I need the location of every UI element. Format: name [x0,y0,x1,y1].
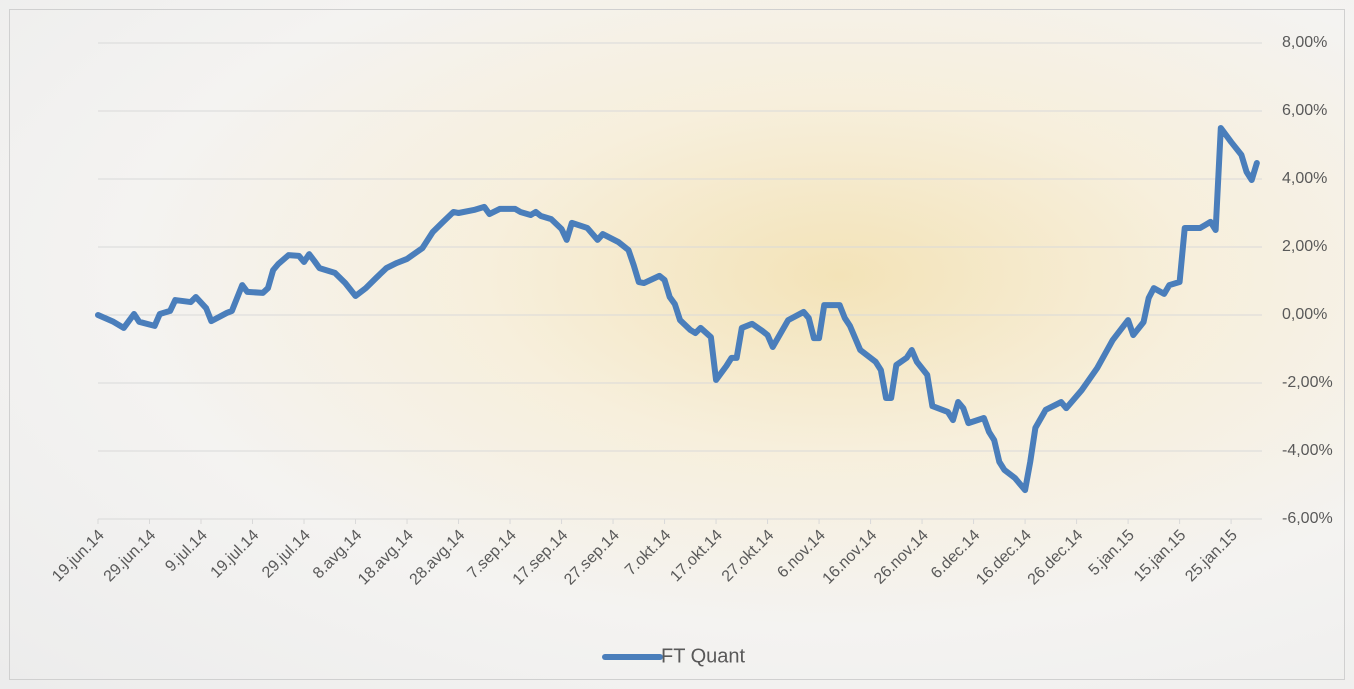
x-tick-label: 16.dec.14 [973,527,1035,589]
x-tick-label: 29.jul.14 [259,527,314,582]
y-tick-label: 0,00% [1282,306,1327,323]
y-tick-label: -2,00% [1282,374,1333,391]
legend-label: FT Quant [661,645,746,667]
x-tick-label: 18.avg.14 [355,527,417,589]
x-tick-label: 27.sep.14 [561,527,623,589]
x-tick-label: 16.nov.14 [820,527,881,588]
x-tick-label: 7.okt.14 [622,527,674,579]
y-tick-label: 4,00% [1282,170,1327,187]
x-tick-label: 5.jan.15 [1086,527,1138,579]
x-tick-label: 28.avg.14 [407,527,469,589]
y-tick-label: 2,00% [1282,238,1327,255]
x-tick-label: 26.dec.14 [1025,527,1087,589]
x-tick-label: 17.sep.14 [510,527,572,589]
x-tick-label: 25.jan.15 [1182,527,1241,586]
chart-frame [9,9,1345,680]
x-tick-label: 15.jan.15 [1131,527,1190,586]
x-tick-label: 19.jun.14 [49,527,108,586]
x-tick-label: 27.okt.14 [719,527,778,586]
y-tick-label: -6,00% [1282,510,1333,527]
x-tick-label: 26.nov.14 [871,527,932,588]
x-tick-label: 17.okt.14 [667,527,726,586]
x-tick-label: 29.jun.14 [101,527,160,586]
data-line [95,125,1260,494]
y-tick-label: -4,00% [1282,442,1333,459]
y-tick-label: 8,00% [1282,34,1327,51]
x-tick-label: 19.jul.14 [208,527,263,582]
x-tick-label: 9.jul.14 [162,527,211,576]
y-tick-label: 6,00% [1282,102,1327,119]
